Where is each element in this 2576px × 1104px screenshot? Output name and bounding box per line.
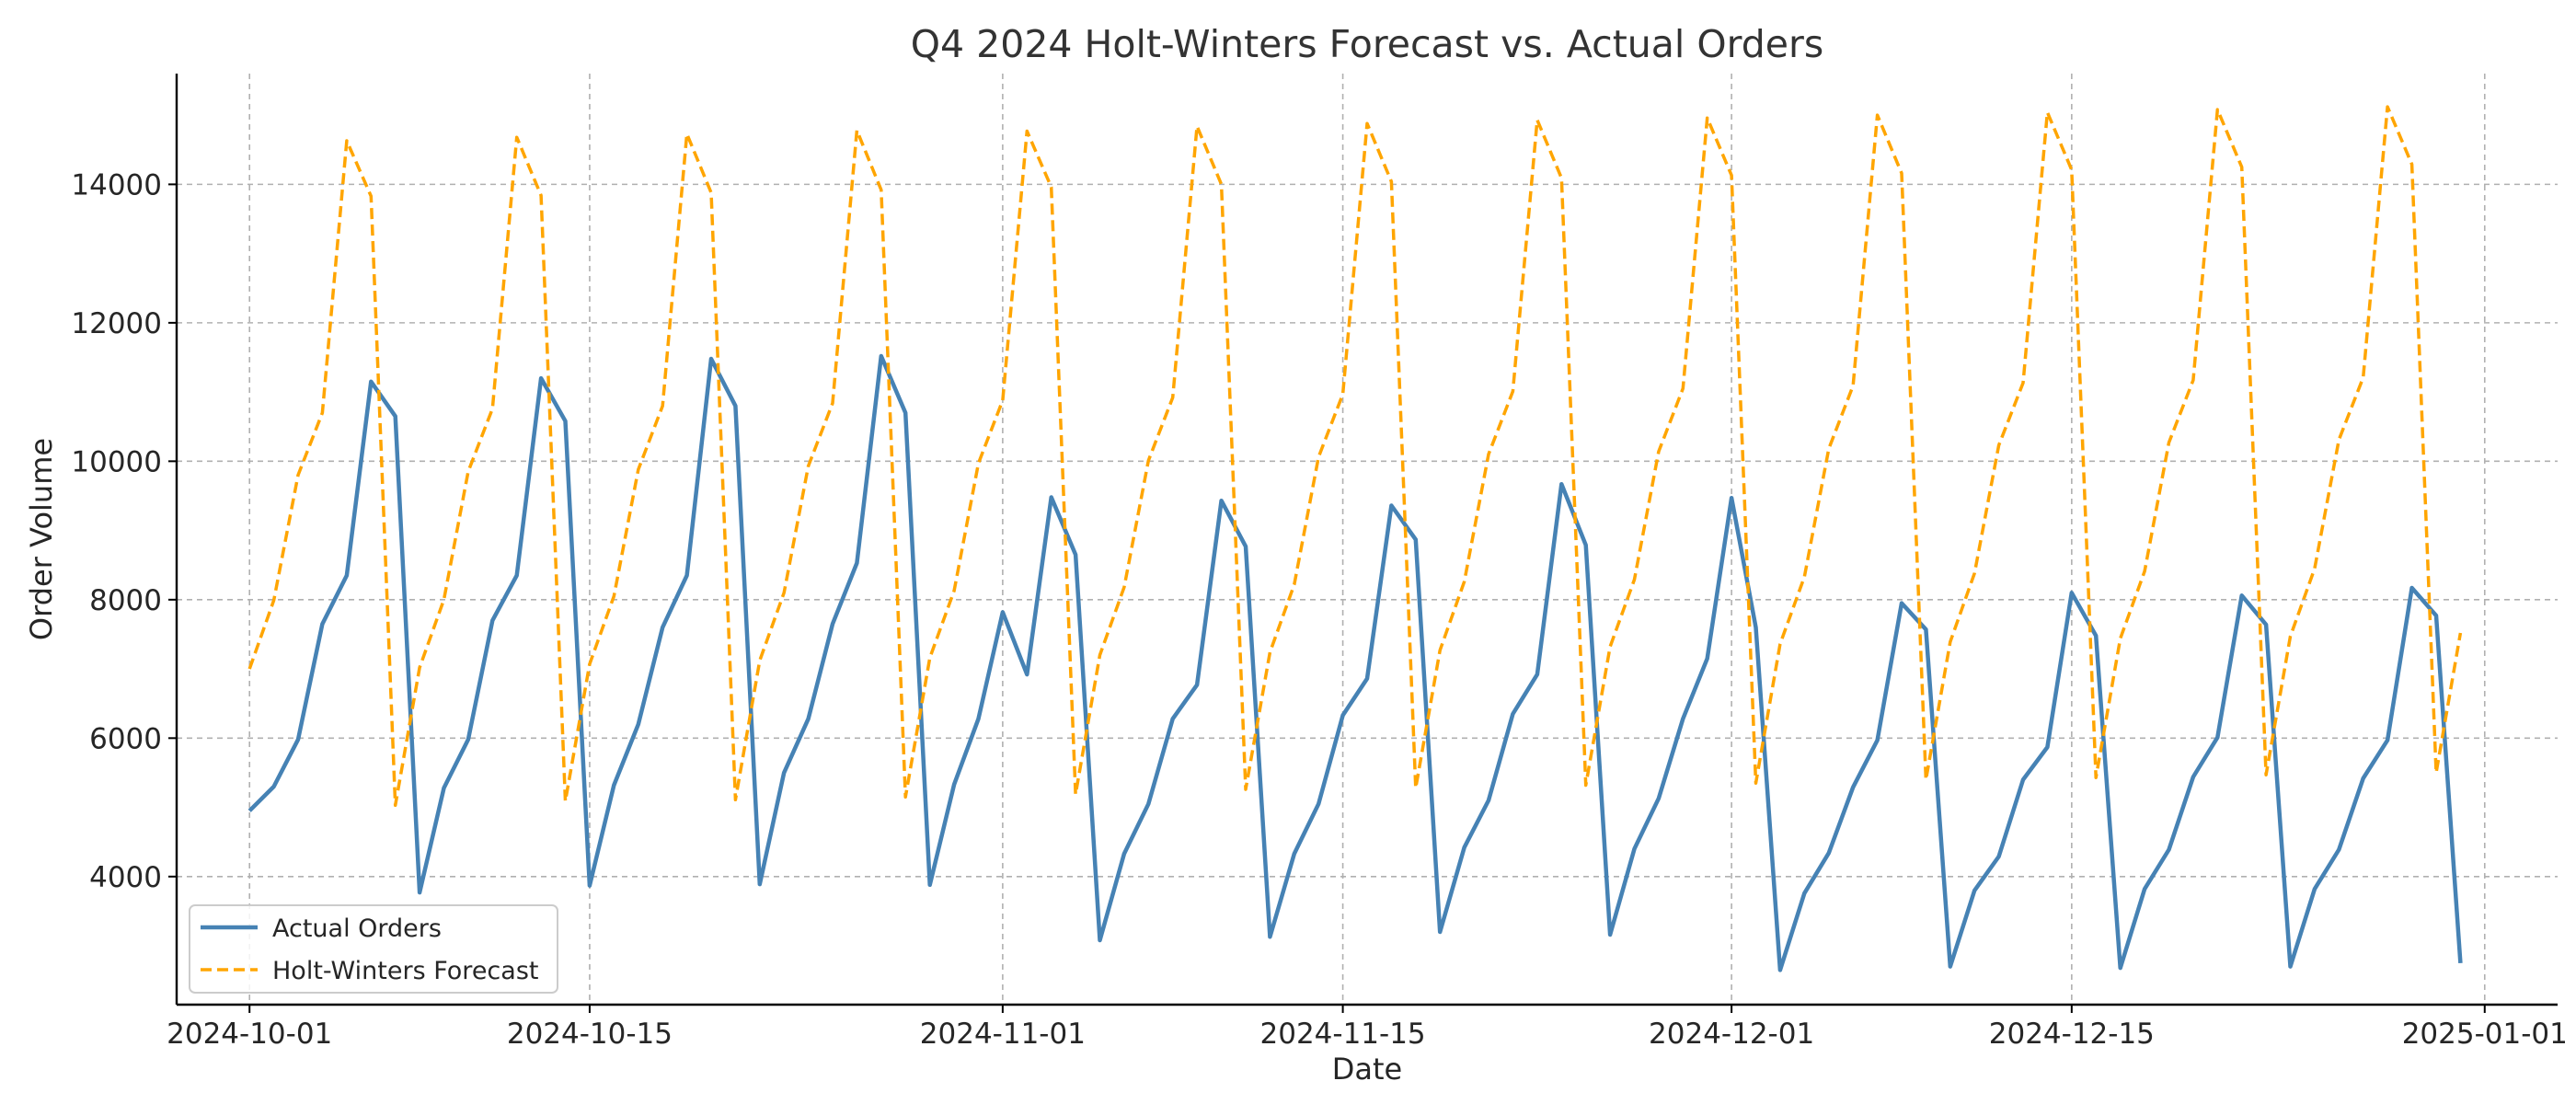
x-tick-label: 2024-10-01 <box>167 1018 332 1051</box>
grid-lines <box>177 74 2558 1005</box>
x-tick-label: 2025-01-01 <box>2402 1018 2568 1051</box>
y-tick-label: 12000 <box>71 307 162 340</box>
y-tick-label: 10000 <box>71 445 162 478</box>
y-tick-label: 6000 <box>89 722 162 755</box>
y-ticks: 4000 6000 8000 10000 12000 14000 <box>71 168 177 894</box>
x-ticks: 2024-10-01 2024-10-15 2024-11-01 2024-11-15… <box>167 1005 2568 1051</box>
x-tick-label: 2024-11-01 <box>920 1018 1086 1051</box>
chart-title: Q4 2024 Holt-Winters Forecast vs. Actual… <box>911 22 1823 66</box>
x-tick-label: 2024-11-15 <box>1260 1018 1426 1051</box>
legend-box <box>189 904 558 994</box>
axes <box>175 74 2558 1006</box>
series-layer <box>247 105 2463 972</box>
x-tick-label: 2024-12-01 <box>1649 1018 1814 1051</box>
y-tick-label: 14000 <box>71 168 162 201</box>
x-tick-label: 2024-12-15 <box>1989 1018 2155 1051</box>
x-axis-label: Date <box>1332 1052 1402 1087</box>
legend-label-actual: Actual Orders <box>272 914 442 943</box>
series-line-forecast <box>247 105 2463 808</box>
y-tick-label: 4000 <box>89 861 162 894</box>
y-tick-label: 8000 <box>89 584 162 617</box>
series-line-actual <box>247 353 2463 972</box>
legend-label-forecast: Holt-Winters Forecast <box>272 957 538 985</box>
y-axis-label: Order Volume <box>24 438 59 640</box>
x-tick-label: 2024-10-15 <box>507 1018 673 1051</box>
legend: Actual Orders Holt-Winters Forecast <box>189 904 558 994</box>
